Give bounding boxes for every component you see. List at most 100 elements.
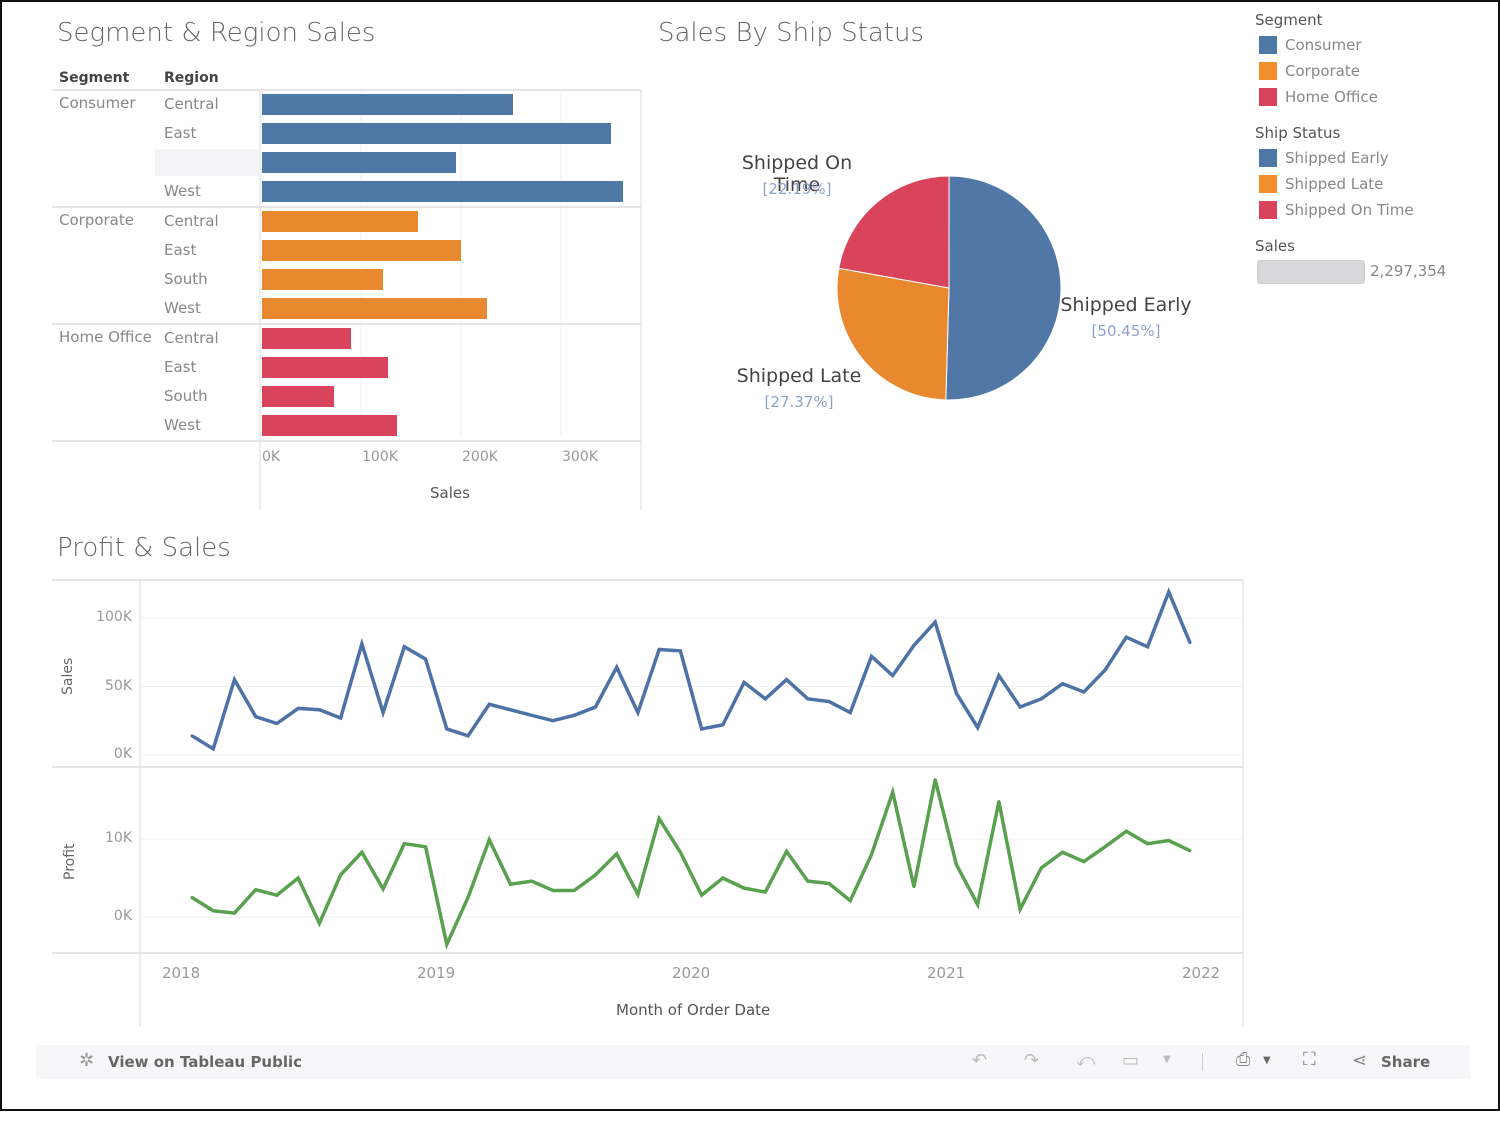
sales-point[interactable] [402,645,406,649]
sales-point[interactable] [1103,668,1107,672]
profit-point[interactable] [891,790,895,794]
sales-point[interactable] [976,726,980,730]
redo-icon[interactable]: ↷ [1024,1050,1040,1071]
sales-point[interactable] [1039,697,1043,701]
revert-icon[interactable]: ⤺ [1076,1050,1096,1071]
profit-point[interactable] [593,873,597,877]
fullscreen-icon[interactable]: ⛶ [1303,1049,1316,1070]
profit-point[interactable] [402,842,406,846]
bar-consumer-south[interactable] [262,152,456,173]
sales-point[interactable] [763,697,767,701]
profit-point[interactable] [1061,850,1065,854]
undo-icon[interactable]: ↶ [972,1050,988,1071]
view-on-tableau-public-link[interactable]: View on Tableau Public [108,1053,303,1071]
profit-point[interactable] [636,892,640,896]
sales-point[interactable] [360,642,364,646]
pie-slice-shipped-on-time[interactable] [838,175,950,289]
bar-consumer-east[interactable] [262,123,611,144]
pause-dropdown-icon[interactable]: ▼ [1163,1054,1171,1065]
profit-point[interactable] [530,879,534,883]
bar-corporate-east[interactable] [262,240,461,261]
profit-point[interactable] [912,885,916,889]
profit-point[interactable] [785,849,789,853]
sales-point[interactable] [954,691,958,695]
profit-point[interactable] [424,845,428,849]
sales-point[interactable] [657,648,661,652]
profit-point[interactable] [1146,842,1150,846]
pie-slice-shipped-early[interactable] [945,175,1062,401]
sales-point[interactable] [254,715,258,719]
profit-point[interactable] [466,896,470,899]
sales-point[interactable] [232,678,236,682]
sales-point[interactable] [933,620,937,624]
sales-point[interactable] [785,678,789,682]
profit-point[interactable] [954,863,958,867]
profit-point[interactable] [1018,907,1022,911]
profit-point[interactable] [551,888,555,892]
profit-point[interactable] [933,778,937,782]
profit-point[interactable] [275,893,279,897]
profit-point[interactable] [339,873,343,877]
sales-point[interactable] [211,747,215,751]
sales-point[interactable] [1146,645,1150,649]
profit-point[interactable] [763,890,767,894]
share-icon[interactable]: ⋖ [1352,1050,1368,1071]
profit-point[interactable] [190,896,194,899]
sales-point[interactable] [615,665,619,669]
profit-point[interactable] [615,852,619,856]
profit-point[interactable] [296,876,300,880]
sales-point[interactable] [190,734,194,738]
sales-point[interactable] [806,697,810,701]
sales-point[interactable] [530,713,534,717]
profit-point[interactable] [721,876,725,880]
profit-point[interactable] [1039,866,1043,870]
legend-item-shipped-late[interactable]: Shipped Late [1259,175,1383,193]
sales-point[interactable] [997,674,1001,678]
sales-point[interactable] [593,705,597,709]
sales-point[interactable] [869,654,873,658]
bar-home-office-central[interactable] [262,328,351,349]
sales-line[interactable] [191,587,1192,752]
profit-point[interactable] [211,909,215,913]
legend-item-corporate[interactable]: Corporate [1259,62,1360,80]
bar-consumer-west[interactable] [262,181,623,202]
sales-point[interactable] [827,700,831,704]
profit-point[interactable] [1188,849,1192,853]
profit-point[interactable] [657,817,661,821]
download-icon[interactable]: ⎙ [1236,1049,1251,1070]
profit-point[interactable] [317,921,321,925]
profit-point[interactable] [232,911,236,915]
sales-point[interactable] [1188,641,1192,645]
profit-point[interactable] [445,942,449,946]
sales-point[interactable] [381,711,385,715]
bar-home-office-east[interactable] [262,357,388,378]
profit-point[interactable] [700,893,704,897]
profit-point[interactable] [806,879,810,883]
sales-point[interactable] [572,713,576,717]
sales-point[interactable] [487,702,491,706]
profit-point[interactable] [976,903,980,907]
sales-point[interactable] [424,657,428,661]
legend-item-consumer[interactable]: Consumer [1259,36,1362,54]
profit-point[interactable] [1167,839,1171,843]
legend-item-shipped-early[interactable]: Shipped Early [1259,149,1389,167]
sales-point[interactable] [1061,682,1065,686]
profit-point[interactable] [1082,860,1086,864]
profit-point[interactable] [869,853,873,857]
profit-line[interactable] [191,779,1191,950]
bar-home-office-west[interactable] [262,415,397,436]
pause-icon[interactable]: ▭ [1122,1050,1140,1071]
sales-point[interactable] [317,708,321,712]
profit-point[interactable] [254,888,258,892]
profit-point[interactable] [487,838,491,842]
profit-point[interactable] [360,850,364,854]
profit-point[interactable] [997,800,1001,804]
profit-point[interactable] [848,899,852,903]
sales-point[interactable] [636,711,640,715]
bar-consumer-central[interactable] [262,94,513,115]
sales-point[interactable] [275,721,279,725]
bar-corporate-central[interactable] [262,211,418,232]
profit-point[interactable] [572,888,576,892]
download-dropdown-icon[interactable]: ▼ [1263,1055,1271,1066]
sales-point[interactable] [551,719,555,723]
